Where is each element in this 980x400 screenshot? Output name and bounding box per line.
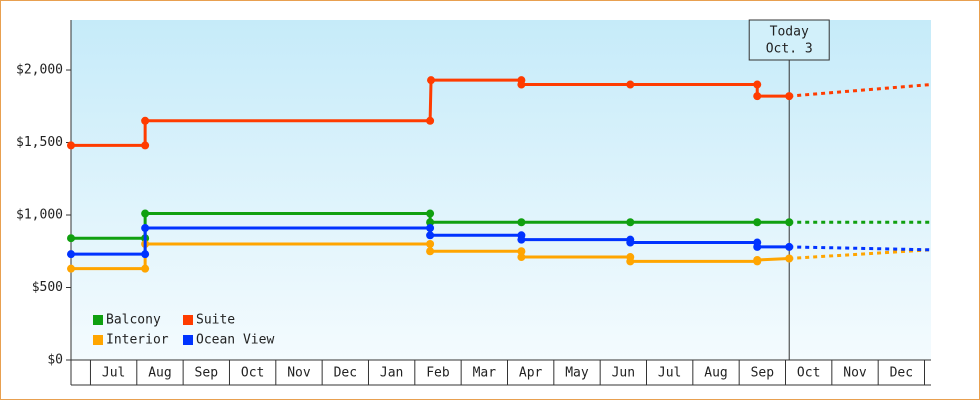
- point: [67, 141, 75, 150]
- point: [426, 218, 435, 227]
- point: [141, 264, 150, 273]
- y-tick-label: $0: [47, 353, 63, 368]
- x-tick-label: Dec: [334, 366, 357, 381]
- plot-area: [71, 20, 931, 360]
- point: [517, 235, 526, 244]
- point: [141, 250, 150, 259]
- y-tick-label: $1,000: [16, 208, 63, 223]
- point: [785, 92, 794, 101]
- x-tick-label: Sep: [751, 366, 775, 381]
- point: [426, 247, 435, 256]
- point: [753, 218, 762, 227]
- legend-label: Balcony: [106, 313, 161, 328]
- y-tick-label: $500: [32, 280, 63, 295]
- legend-swatch: [93, 335, 103, 345]
- x-tick-label: Jul: [658, 366, 681, 381]
- point: [753, 92, 762, 101]
- today-label: Oct. 3: [766, 42, 813, 57]
- point: [427, 76, 436, 85]
- x-tick-label: Oct: [797, 366, 820, 381]
- point: [517, 253, 526, 262]
- point: [517, 218, 526, 227]
- point: [626, 257, 635, 266]
- point: [67, 264, 75, 273]
- point: [426, 209, 435, 218]
- x-tick-label: Nov: [287, 366, 311, 381]
- x-tick-label: May: [565, 366, 589, 381]
- x-tick-label: Aug: [148, 366, 171, 381]
- x-tick-label: Jun: [612, 366, 635, 381]
- point: [67, 234, 75, 243]
- today-label: Today: [770, 25, 809, 40]
- point: [141, 141, 150, 150]
- x-tick-label: Mar: [473, 366, 497, 381]
- y-tick-label: $2,000: [16, 63, 63, 78]
- point: [426, 224, 435, 233]
- point: [626, 80, 635, 89]
- x-tick-label: Jul: [102, 366, 125, 381]
- point: [753, 255, 762, 264]
- point: [141, 209, 150, 218]
- point: [67, 250, 75, 259]
- point: [785, 218, 794, 227]
- point: [426, 240, 435, 249]
- x-tick-label: Aug: [704, 366, 727, 381]
- x-tick-label: Dec: [890, 366, 913, 381]
- legend-swatch: [93, 315, 103, 325]
- x-tick-label: Apr: [519, 366, 543, 381]
- point: [517, 247, 526, 256]
- legend-swatch: [183, 315, 193, 325]
- y-tick-label: $1,500: [16, 135, 63, 150]
- point: [426, 116, 435, 125]
- legend-swatch: [183, 335, 193, 345]
- x-tick-label: Feb: [426, 366, 450, 381]
- point: [785, 254, 794, 263]
- point: [426, 231, 435, 240]
- point: [141, 224, 150, 233]
- point: [626, 218, 635, 227]
- x-tick-label: Oct: [241, 366, 264, 381]
- legend-label: Suite: [196, 313, 235, 328]
- point: [517, 80, 526, 89]
- x-tick-label: Jan: [380, 366, 403, 381]
- point: [785, 242, 794, 251]
- today-box: [748, 19, 830, 61]
- point: [753, 242, 762, 251]
- legend-label: Interior: [106, 333, 169, 348]
- x-tick-label: Nov: [843, 366, 867, 381]
- legend-label: Ocean View: [196, 333, 274, 348]
- point: [626, 238, 635, 247]
- point: [753, 80, 762, 89]
- x-tick-label: Sep: [195, 366, 219, 381]
- point: [141, 116, 150, 125]
